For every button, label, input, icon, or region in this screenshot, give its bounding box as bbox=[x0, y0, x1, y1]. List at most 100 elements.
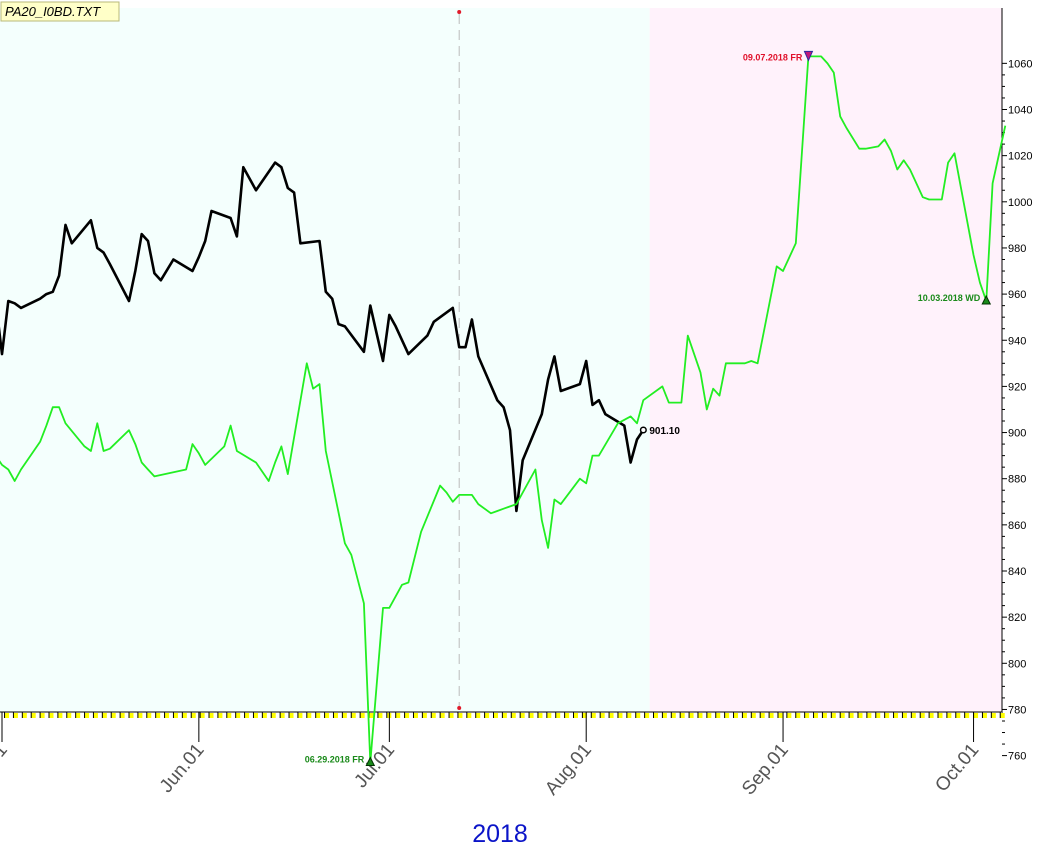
x-day-tick bbox=[875, 713, 881, 718]
divider-marker-bottom bbox=[457, 706, 462, 710]
x-day-tick bbox=[457, 713, 463, 718]
x-day-tick bbox=[226, 713, 232, 718]
x-day-tick bbox=[929, 713, 934, 718]
x-day-tick bbox=[466, 713, 472, 718]
x-day-tick bbox=[564, 713, 570, 718]
x-day-tick bbox=[440, 713, 445, 718]
x-day-tick bbox=[555, 713, 561, 718]
x-day-tick bbox=[884, 713, 890, 718]
x-day-tick bbox=[769, 713, 774, 718]
x-day-tick bbox=[146, 713, 152, 718]
x-day-tick bbox=[48, 713, 54, 718]
y-tick-label-980: 980 bbox=[1008, 243, 1026, 255]
x-day-tick bbox=[644, 713, 650, 718]
x-day-tick bbox=[751, 713, 756, 718]
x-day-tick bbox=[697, 713, 703, 718]
shaded-region-0 bbox=[0, 8, 650, 712]
x-day-tick bbox=[484, 713, 490, 718]
annotation-marker-0 bbox=[365, 756, 376, 767]
x-day-tick bbox=[66, 713, 72, 718]
x-tick-label-Oct.01: Oct.01 bbox=[931, 740, 983, 796]
x-tick-label-Sep.01: Sep.01 bbox=[738, 740, 793, 800]
x-day-tick bbox=[982, 713, 987, 718]
x-day-tick bbox=[377, 713, 383, 718]
x-day-tick bbox=[795, 713, 801, 718]
x-day-tick bbox=[173, 713, 178, 718]
x-day-tick bbox=[662, 713, 667, 718]
annotation-marker-1 bbox=[803, 50, 814, 62]
x-day-tick bbox=[546, 713, 552, 718]
x-day-tick bbox=[893, 713, 899, 718]
x-day-tick bbox=[609, 713, 614, 718]
x-day-tick bbox=[289, 713, 294, 718]
x-day-tick bbox=[529, 713, 534, 718]
x-day-tick bbox=[324, 713, 330, 718]
x-day-tick bbox=[244, 713, 250, 718]
x-tick-label-Aug.01: Aug.01 bbox=[541, 740, 596, 800]
y-tick-label-920: 920 bbox=[1008, 381, 1026, 393]
y-tick-label-900: 900 bbox=[1008, 428, 1026, 440]
x-day-tick bbox=[573, 713, 578, 718]
annotations: 06.29.2018 FR 09.07.2018 FR 10.03.2018 WD 9… bbox=[305, 50, 992, 767]
x-day-tick bbox=[191, 713, 196, 718]
x-day-tick bbox=[422, 713, 427, 718]
x-day-tick bbox=[582, 713, 587, 718]
y-tick-label-840: 840 bbox=[1008, 566, 1026, 578]
x-day-tick bbox=[813, 713, 819, 718]
file-label: PA20_I0BD.TXT bbox=[5, 4, 101, 19]
x-tick-label-May.01: 01 bbox=[0, 740, 12, 770]
x-day-tick bbox=[911, 713, 916, 718]
green-series-line bbox=[0, 55, 1007, 764]
x-day-tick bbox=[395, 713, 401, 718]
x-day-tick bbox=[4, 713, 10, 718]
x-day-tick bbox=[475, 713, 481, 718]
x-day-tick bbox=[493, 713, 498, 718]
annotation-label-2: 10.03.2018 WD bbox=[918, 293, 981, 303]
x-day-tick bbox=[217, 713, 223, 718]
x-day-tick bbox=[22, 713, 27, 718]
x-day-tick bbox=[777, 713, 783, 718]
x-day-tick bbox=[120, 713, 125, 718]
x-day-tick bbox=[182, 713, 187, 718]
x-day-tick bbox=[235, 713, 241, 718]
x-day-tick bbox=[786, 713, 792, 718]
x-day-tick bbox=[262, 713, 267, 718]
x-day-tick bbox=[351, 713, 356, 718]
x-day-tick bbox=[111, 713, 116, 718]
x-day-tick bbox=[600, 713, 605, 718]
x-day-tick bbox=[866, 713, 872, 718]
x-day-tick bbox=[804, 713, 810, 718]
x-day-tick bbox=[733, 713, 739, 718]
x-day-tick bbox=[1000, 713, 1005, 718]
y-tick-label-1060: 1060 bbox=[1008, 58, 1032, 70]
x-axis-band bbox=[0, 712, 1002, 719]
x-day-tick bbox=[964, 713, 970, 718]
x-day-tick bbox=[449, 713, 454, 718]
x-day-tick bbox=[591, 713, 596, 718]
x-day-tick bbox=[973, 713, 979, 718]
x-day-tick bbox=[271, 713, 276, 718]
x-day-tick bbox=[155, 713, 161, 718]
annotation-label-1: 09.07.2018 FR bbox=[743, 52, 803, 62]
x-day-tick bbox=[849, 713, 854, 718]
x-day-tick bbox=[653, 713, 659, 718]
x-day-tick bbox=[164, 713, 170, 718]
x-day-tick bbox=[635, 713, 641, 718]
x-day-tick bbox=[520, 713, 525, 718]
file-label-box[interactable]: PA20_I0BD.TXT bbox=[0, 1, 120, 22]
y-tick-label-1000: 1000 bbox=[1008, 197, 1032, 209]
y-tick-label-800: 800 bbox=[1008, 658, 1026, 670]
x-day-tick bbox=[342, 713, 347, 718]
x-tick-label-Jun.01: Jun.01 bbox=[156, 740, 209, 797]
y-axis: 760 780 800 820 840 860 880 900 920 940 960 980 1000… bbox=[1001, 8, 1032, 763]
y-tick-label-960: 960 bbox=[1008, 289, 1026, 301]
x-day-tick bbox=[129, 713, 134, 718]
x-day-tick bbox=[360, 713, 365, 718]
x-day-tick bbox=[822, 713, 827, 718]
x-day-tick bbox=[40, 713, 45, 718]
x-day-tick bbox=[75, 713, 81, 718]
plot-background bbox=[0, 8, 1002, 712]
x-day-tick bbox=[315, 713, 321, 718]
y-tick-label-940: 940 bbox=[1008, 335, 1026, 347]
